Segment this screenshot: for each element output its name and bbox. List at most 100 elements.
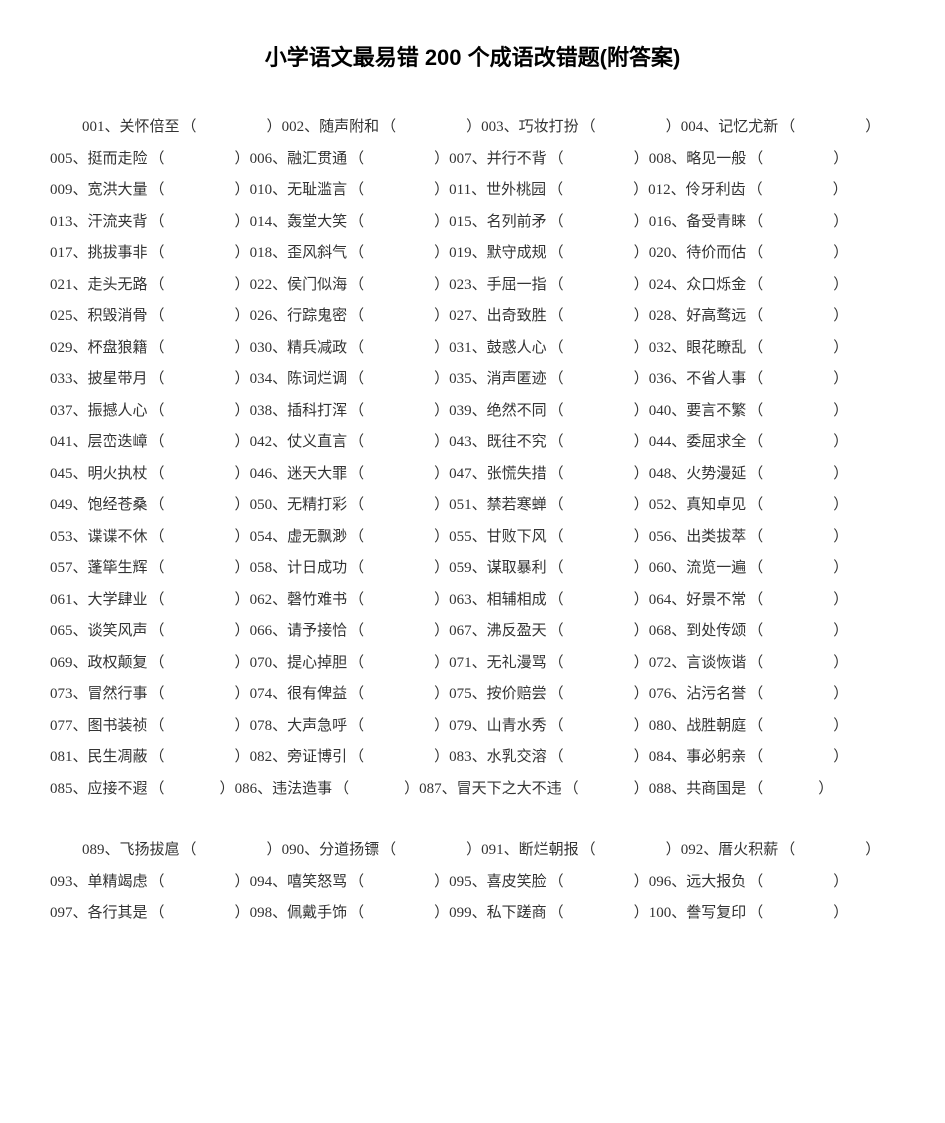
idiom-cell: 055、甘败下风（） xyxy=(449,522,649,554)
idiom-number: 090、 xyxy=(282,835,320,867)
idiom-text: 伶牙利齿 xyxy=(686,175,746,207)
idiom-number: 046、 xyxy=(250,459,288,491)
idiom-cell: 039、绝然不同（） xyxy=(449,396,649,428)
right-paren: ） xyxy=(434,270,449,302)
idiom-text: 无礼漫骂 xyxy=(487,648,547,680)
left-paren: （ xyxy=(347,898,364,930)
left-paren: （ xyxy=(379,112,396,144)
right-paren: ） xyxy=(833,364,848,396)
idiom-number: 047、 xyxy=(449,459,487,491)
idiom-number: 094、 xyxy=(250,867,288,899)
idiom-text: 火势漫延 xyxy=(686,459,746,491)
idiom-text: 手屈一指 xyxy=(487,270,547,302)
idiom-cell: 091、断烂朝报（） xyxy=(481,835,681,867)
idiom-number: 068、 xyxy=(649,616,687,648)
idiom-cell: 054、虚无飘渺（） xyxy=(250,522,450,554)
idiom-row: 057、蓬筚生辉（）058、计日成功（）059、谋取暴利（）060、流览一遍（） xyxy=(50,553,895,585)
idiom-cell: 034、陈词烂调（） xyxy=(250,364,450,396)
idiom-number: 022、 xyxy=(250,270,288,302)
idiom-text: 宽洪大量 xyxy=(88,175,148,207)
left-paren: （ xyxy=(148,364,165,396)
right-paren: ） xyxy=(634,207,649,239)
idiom-cell: 049、饱经苍桑（） xyxy=(50,490,250,522)
idiom-cell: 002、随声附和（） xyxy=(282,112,482,144)
left-paren: （ xyxy=(547,616,564,648)
idiom-text: 轰堂大笑 xyxy=(287,207,347,239)
idiom-cell: 080、战胜朝庭（） xyxy=(649,711,849,743)
idiom-text: 张慌失措 xyxy=(487,459,547,491)
left-paren: （ xyxy=(547,867,564,899)
idiom-text: 佩戴手饰 xyxy=(287,898,347,930)
right-paren: ） xyxy=(634,364,649,396)
right-paren: ） xyxy=(833,867,848,899)
right-paren: ） xyxy=(235,459,250,491)
idiom-number: 001、 xyxy=(82,112,120,144)
idiom-number: 062、 xyxy=(250,585,288,617)
right-paren: ） xyxy=(235,333,250,365)
idiom-number: 029、 xyxy=(50,333,88,365)
idiom-number: 021、 xyxy=(50,270,88,302)
left-paren: （ xyxy=(547,648,564,680)
idiom-row: 021、走头无路（）022、侯门似海（）023、手屈一指（）024、众口烁金（） xyxy=(50,270,895,302)
idiom-cell: 066、请予接恰（） xyxy=(250,616,450,648)
idiom-text: 旁证博引 xyxy=(287,742,347,774)
idiom-number: 078、 xyxy=(250,711,288,743)
left-paren: （ xyxy=(547,207,564,239)
right-paren: ） xyxy=(634,238,649,270)
right-paren: ） xyxy=(235,490,250,522)
idiom-text: 杯盘狼籍 xyxy=(88,333,148,365)
left-paren: （ xyxy=(547,364,564,396)
idiom-text: 挑拔事非 xyxy=(88,238,148,270)
idiom-number: 034、 xyxy=(250,364,288,396)
right-paren: ） xyxy=(466,112,481,144)
right-paren: ） xyxy=(434,867,449,899)
idiom-number: 010、 xyxy=(250,175,288,207)
idiom-cell: 071、无礼漫骂（） xyxy=(449,648,649,680)
right-paren: ） xyxy=(235,522,250,554)
left-paren: （ xyxy=(347,301,364,333)
idiom-text: 厝火积薪 xyxy=(718,835,778,867)
idiom-number: 073、 xyxy=(50,679,88,711)
idiom-cell: 090、分道扬镖（） xyxy=(282,835,482,867)
idiom-number: 018、 xyxy=(250,238,288,270)
idiom-cell: 016、备受青睐（） xyxy=(649,207,849,239)
idiom-cell: 026、行踪鬼密（） xyxy=(250,301,450,333)
idiom-number: 024、 xyxy=(649,270,687,302)
left-paren: （ xyxy=(547,144,564,176)
right-paren: ） xyxy=(634,742,649,774)
idiom-cell: 013、汗流夹背（） xyxy=(50,207,250,239)
right-paren: ） xyxy=(833,742,848,774)
idiom-number: 079、 xyxy=(449,711,487,743)
right-paren: ） xyxy=(235,648,250,680)
right-paren: ） xyxy=(434,490,449,522)
idiom-number: 082、 xyxy=(250,742,288,774)
idiom-text: 待价而估 xyxy=(686,238,746,270)
left-paren: （ xyxy=(547,270,564,302)
right-paren: ） xyxy=(267,835,282,867)
idiom-cell: 046、迷天大罪（） xyxy=(250,459,450,491)
idiom-number: 012、 xyxy=(648,175,686,207)
right-paren: ） xyxy=(833,898,848,930)
idiom-text: 甘败下风 xyxy=(487,522,547,554)
idiom-cell: 064、好景不常（） xyxy=(649,585,849,617)
idiom-text: 消声匿迹 xyxy=(487,364,547,396)
idiom-row: 089、飞扬拔扈（）090、分道扬镖（）091、断烂朝报（）092、厝火积薪（） xyxy=(50,835,895,867)
right-paren: ） xyxy=(235,679,250,711)
idiom-number: 033、 xyxy=(50,364,88,396)
idiom-text: 备受青睐 xyxy=(686,207,746,239)
right-paren: ） xyxy=(235,364,250,396)
right-paren: ） xyxy=(833,207,848,239)
idiom-text: 随声附和 xyxy=(319,112,379,144)
left-paren: （ xyxy=(148,522,165,554)
idiom-text: 无耻滥言 xyxy=(287,175,347,207)
idiom-number: 099、 xyxy=(449,898,487,930)
idiom-cell: 031、鼓惑人心（） xyxy=(449,333,649,365)
left-paren: （ xyxy=(148,459,165,491)
left-paren: （ xyxy=(746,459,763,491)
idiom-cell: 081、民生凋蔽（） xyxy=(50,742,250,774)
idiom-text: 大学肆业 xyxy=(88,585,148,617)
idiom-text: 山青水秀 xyxy=(487,711,547,743)
left-paren: （ xyxy=(547,301,564,333)
idiom-text: 绝然不同 xyxy=(487,396,547,428)
right-paren: ） xyxy=(833,459,848,491)
